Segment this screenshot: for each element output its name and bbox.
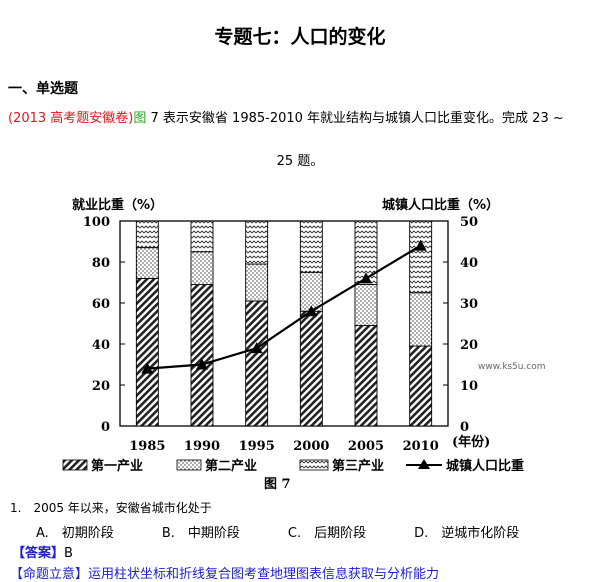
x-tick-label: 1985 <box>129 439 165 454</box>
bar-secondary-industry <box>354 284 378 326</box>
page-title: 专题七：人口的变化 <box>214 26 386 48</box>
figure-ref: 图 <box>133 111 147 126</box>
option-c[interactable]: C. 后期阶段 <box>287 526 367 541</box>
legend-label-secondary: 第二产业 <box>205 458 257 474</box>
urban-population-point <box>196 358 208 370</box>
source-tag: (2013 高考题安徽卷) <box>8 111 134 126</box>
legend-swatch-primary <box>62 459 88 471</box>
bar-primary-industry <box>245 300 269 427</box>
urban-population-point <box>305 305 318 317</box>
bar-secondary-industry <box>135 247 159 279</box>
option-d[interactable]: D. 逆城市化阶段 <box>414 526 520 541</box>
legend-swatch-secondary <box>176 459 202 471</box>
intro-continuation: 25 题。 <box>276 154 324 169</box>
legend: 第一产业 第二产业 第三产业 城镇人口比重 <box>62 458 524 474</box>
answer-line: 【答案】B <box>12 542 73 561</box>
watermark: www.ks5u.com <box>478 362 546 372</box>
answer-options: A. 初期阶段 B. 中期阶段 C. 后期阶段 D. 逆城市化阶段 <box>36 522 567 541</box>
urban-population-point <box>141 362 154 374</box>
figure-caption: 图 7 <box>264 477 291 492</box>
bar-tertiary-industry <box>409 220 433 294</box>
right-tick-label: 20 <box>460 338 478 353</box>
intro-text: 7 表示安徽省 1985-2010 年就业结构与城镇人口比重变化。完成 23 ~ <box>146 111 564 126</box>
x-tick-label: 1990 <box>184 439 220 454</box>
option-b[interactable]: B. 中期阶段 <box>161 526 240 541</box>
bar-tertiary-industry <box>299 220 323 273</box>
bar-tertiary-industry <box>354 220 378 285</box>
section-heading: 一、单选题 <box>8 81 78 97</box>
legend-label-tertiary: 第三产业 <box>332 458 384 474</box>
question-1: 1. 2005 年以来，安徽省城市化处于 <box>10 501 212 515</box>
x-tick-label: 2005 <box>348 439 384 454</box>
bar-tertiary-industry <box>245 220 269 265</box>
left-tick-label: 40 <box>92 338 110 353</box>
bar-primary-industry <box>409 345 433 427</box>
left-tick-label: 20 <box>92 379 110 394</box>
right-tick-label: 30 <box>460 297 478 312</box>
bar-secondary-industry <box>190 251 214 285</box>
legend-label-urban: 城镇人口比重 <box>446 458 524 474</box>
bar-secondary-industry <box>245 263 269 302</box>
bar-secondary-industry <box>409 292 433 347</box>
left-tick-label: 60 <box>92 297 110 312</box>
option-a[interactable]: A. 初期阶段 <box>36 526 114 541</box>
right-tick-label: 40 <box>460 256 478 271</box>
right-axis-label: 城镇人口比重（%） <box>382 197 499 213</box>
plot-frame <box>119 220 449 427</box>
x-tick-label: 2000 <box>293 439 329 454</box>
right-tick-label: 0 <box>460 420 469 435</box>
right-tick-label: 10 <box>460 379 478 394</box>
left-axis-label: 就业比重（%） <box>72 197 163 213</box>
bar-primary-industry <box>299 310 323 427</box>
answer-value: B <box>64 546 73 561</box>
bar-primary-industry <box>135 277 159 427</box>
urban-population-point <box>360 272 372 284</box>
legend-swatch-tertiary <box>299 459 329 471</box>
x-tick-label: 2010 <box>403 439 439 454</box>
bar-primary-industry <box>190 284 214 427</box>
bar-tertiary-industry <box>135 220 159 249</box>
x-axis-label: (年份) <box>452 434 490 450</box>
bar-primary-industry <box>354 325 378 427</box>
employment-urbanization-chart: 就业比重（%） 城镇人口比重（%） 0 20 40 60 80 100 0 10 20 30 40 5… <box>62 197 546 492</box>
urban-population-point <box>414 239 427 251</box>
explanation-line: 【命题立意】运用柱状坐标和折线复合图考查地理图表信息获取与分析能力 <box>10 567 440 582</box>
left-tick-label: 80 <box>92 256 110 271</box>
bar-tertiary-industry <box>190 220 214 253</box>
left-tick-label: 100 <box>83 215 110 230</box>
urban-population-line <box>147 244 422 370</box>
question-intro: (2013 高考题安徽卷)图 7 表示安徽省 1985-2010 年就业结构与城… <box>8 109 593 129</box>
legend-triangle-marker <box>418 459 430 469</box>
left-tick-label: 0 <box>101 420 110 435</box>
urban-population-point <box>250 342 263 354</box>
legend-label-primary: 第一产业 <box>91 458 143 474</box>
right-tick-label: 50 <box>460 215 478 230</box>
x-tick-label: 1995 <box>239 439 275 454</box>
answer-label: 【答案】 <box>12 546 65 561</box>
